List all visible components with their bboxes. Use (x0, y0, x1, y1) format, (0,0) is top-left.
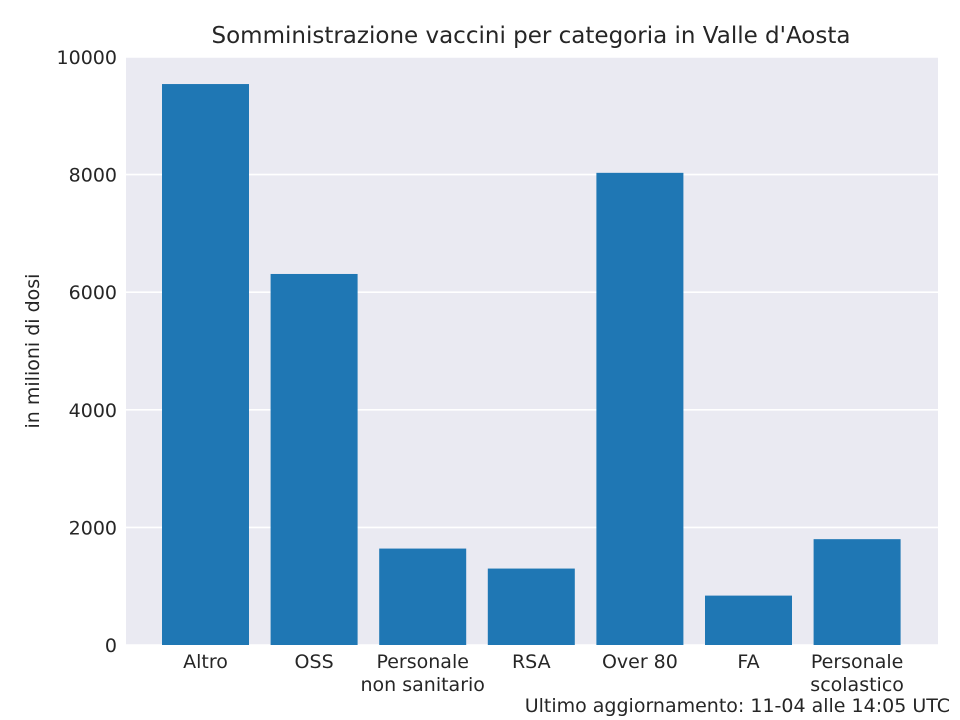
y-tick-label: 8000 (69, 165, 117, 187)
bar (487, 568, 575, 645)
gridlines (126, 56, 938, 646)
bar (705, 595, 792, 645)
x-tick-label: Over 80 (602, 651, 678, 673)
x-tick-label: non sanitario (360, 674, 484, 696)
x-tick-label: Personale (811, 651, 903, 673)
bar (379, 548, 467, 645)
x-tick-label: RSA (512, 651, 551, 673)
y-tick-label: 10000 (57, 47, 117, 69)
y-tick-label: 2000 (69, 517, 117, 539)
bar (162, 84, 249, 646)
x-tick-label: scolastico (810, 674, 904, 696)
bars (162, 84, 901, 646)
chart-title: Somministrazione vaccini per categoria i… (212, 23, 851, 49)
last-update-footer: Ultimo aggiornamento: 11-04 alle 14:05 U… (525, 695, 950, 717)
bar (596, 172, 684, 645)
x-tick-label: Altro (183, 651, 228, 673)
y-tick-label: 4000 (69, 400, 117, 422)
x-tick-label: FA (737, 651, 759, 673)
y-axis-label: in milioni di dosi (22, 274, 44, 429)
y-axis-ticks: 0 2000 4000 6000 8000 10000 (57, 47, 117, 657)
y-tick-label: 6000 (69, 282, 117, 304)
bar (270, 273, 358, 645)
x-tick-label: OSS (295, 651, 334, 673)
x-tick-label: Personale (376, 651, 468, 673)
y-tick-label: 0 (105, 635, 117, 657)
plot-area (126, 57, 938, 645)
bar (813, 539, 901, 645)
